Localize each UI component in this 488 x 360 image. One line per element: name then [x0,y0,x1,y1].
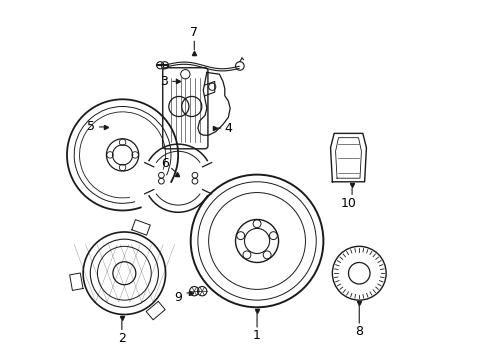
Text: 4: 4 [224,122,232,135]
Text: 3: 3 [160,75,167,88]
Text: 10: 10 [340,197,356,210]
Text: 8: 8 [354,325,363,338]
Text: 6: 6 [161,157,168,170]
Text: 9: 9 [174,291,182,304]
Text: 7: 7 [190,27,198,40]
Text: 5: 5 [87,121,95,134]
Text: 2: 2 [118,332,125,345]
Text: 1: 1 [253,329,261,342]
